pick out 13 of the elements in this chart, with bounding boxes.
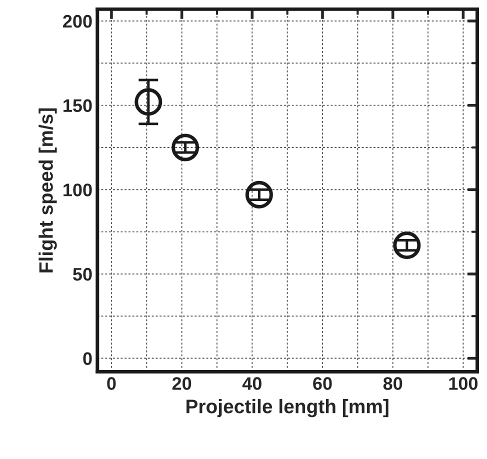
x-tick-label: 100 — [449, 377, 478, 390]
y-tick-label: 100 — [64, 184, 92, 196]
x-axis-title: Projectile length [mm] — [186, 399, 388, 418]
y-tick-label: 200 — [63, 14, 92, 28]
y-tick-label: 0 — [83, 352, 92, 366]
x-tick-label: 40 — [242, 377, 262, 390]
x-tick-label: 20 — [172, 377, 192, 390]
y-tick-label: 50 — [73, 268, 92, 281]
y-axis-title: Flight speed [m/s] — [38, 108, 57, 272]
x-tick-label: 0 — [107, 377, 116, 390]
x-tick-label: 60 — [313, 377, 332, 390]
x-tick-label: 80 — [383, 377, 402, 390]
y-tick-label: 150 — [64, 99, 92, 112]
